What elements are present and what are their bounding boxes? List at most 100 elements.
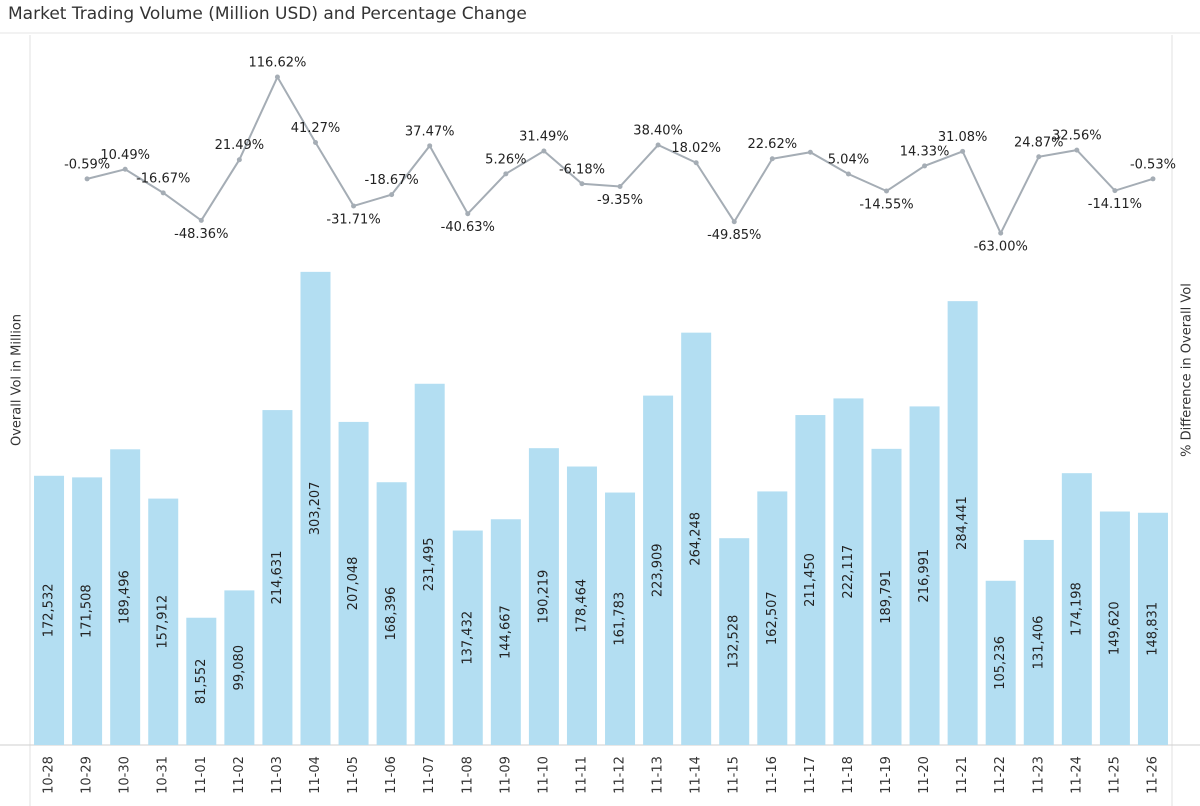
- bar-value-label: 81,552: [194, 659, 209, 705]
- bar: [757, 491, 788, 745]
- x-tick-label: 11-03: [270, 756, 285, 794]
- x-tick-label: 11-02: [232, 756, 247, 794]
- line-point: [1036, 154, 1042, 160]
- line-value-label: 21.49%: [215, 138, 265, 153]
- x-tick-label: 11-16: [765, 756, 780, 794]
- bar: [833, 398, 864, 745]
- bar: [605, 492, 636, 745]
- line-point: [427, 143, 433, 149]
- bar-value-label: 162,507: [765, 591, 780, 645]
- bar-value-label: 264,248: [689, 512, 704, 566]
- x-tick-label: 11-23: [1031, 756, 1046, 794]
- y2-axis-title: % Difference in Overall Vol: [1180, 283, 1195, 457]
- line-point: [579, 181, 585, 187]
- bar-value-label: 144,667: [498, 605, 513, 659]
- line-value-label: 41.27%: [291, 121, 341, 136]
- bar-value-label: 303,207: [308, 482, 323, 536]
- line-value-label: 32.56%: [1052, 129, 1102, 144]
- x-tick-label: 11-11: [574, 756, 589, 794]
- bar: [719, 538, 750, 745]
- line-point: [541, 148, 547, 154]
- bar-value-label: 174,198: [1069, 582, 1084, 636]
- x-tick-label: 11-22: [993, 756, 1008, 794]
- line-value-label: 22.62%: [748, 137, 798, 152]
- x-tick-label: 11-19: [879, 756, 894, 794]
- bar: [186, 617, 217, 745]
- line-value-label: -16.67%: [136, 171, 190, 186]
- bar-value-label: 216,991: [917, 549, 932, 603]
- line-point: [845, 171, 851, 177]
- x-tick-label: 11-05: [346, 756, 361, 794]
- line-point: [1074, 147, 1080, 153]
- bar-value-label: 214,631: [270, 551, 285, 605]
- x-tick-label: 11-26: [1145, 756, 1160, 794]
- line-value-label: 10.49%: [100, 148, 150, 163]
- bar-value-label: 211,450: [803, 553, 818, 607]
- bar: [262, 410, 293, 745]
- x-tick-label: 10-29: [80, 756, 95, 794]
- line-point: [160, 190, 166, 196]
- line-point: [465, 211, 471, 217]
- line-value-label: 37.47%: [405, 124, 455, 139]
- line-point: [503, 171, 509, 177]
- line-point: [313, 140, 318, 146]
- line-point: [807, 149, 813, 155]
- line-value-label: -14.55%: [859, 198, 913, 213]
- x-tick-label: 11-01: [194, 756, 209, 794]
- bar-value-label: 105,236: [993, 636, 1008, 690]
- bar-value-label: 157,912: [156, 595, 171, 649]
- line-point: [84, 176, 90, 182]
- x-tick-label: 10-28: [42, 756, 57, 794]
- x-tick-label: 10-31: [156, 756, 171, 794]
- bar: [1137, 512, 1168, 745]
- line-point: [351, 203, 357, 209]
- line-value-label: -48.36%: [174, 227, 228, 242]
- bar-value-label: 189,496: [118, 570, 133, 624]
- bar: [110, 449, 141, 745]
- bar-value-label: 189,791: [879, 570, 894, 624]
- bar-value-label: 231,495: [422, 538, 437, 592]
- line-value-label: -6.18%: [559, 162, 605, 177]
- bar: [1099, 511, 1130, 745]
- line-value-label: 24.87%: [1014, 135, 1064, 150]
- x-tick-label: 11-20: [917, 756, 932, 794]
- line-point: [1150, 176, 1156, 182]
- x-tick-label: 11-12: [613, 756, 628, 794]
- x-tick-label: 11-04: [308, 756, 323, 794]
- line-point: [236, 157, 242, 163]
- bar: [947, 301, 978, 745]
- line-point: [960, 148, 966, 154]
- line-value-label: 18.02%: [671, 141, 721, 156]
- bar-value-label: 131,406: [1031, 616, 1046, 670]
- bar: [452, 530, 483, 745]
- line-point: [884, 188, 889, 194]
- bar-value-label: 190,219: [536, 570, 551, 624]
- bar: [528, 448, 559, 745]
- line: [86, 74, 1154, 236]
- line-value-label: -18.67%: [365, 173, 419, 188]
- bar-value-label: 223,909: [651, 543, 666, 597]
- bar: [224, 590, 255, 745]
- line-point: [998, 230, 1004, 236]
- bar: [909, 406, 940, 745]
- line-point: [731, 219, 737, 225]
- x-tick-label: 11-06: [384, 756, 399, 794]
- line-value-label: -14.11%: [1088, 197, 1142, 212]
- bar-value-label: 284,441: [955, 496, 970, 550]
- bar-value-label: 168,396: [384, 587, 399, 641]
- line-value-label: 116.62%: [249, 56, 307, 71]
- line-value-label: -31.71%: [326, 212, 380, 227]
- x-tick-label: 11-15: [727, 756, 742, 794]
- x-tick-label: 10-30: [118, 756, 133, 794]
- bar: [490, 519, 521, 745]
- line-value-label: -0.59%: [64, 157, 110, 172]
- bar: [414, 383, 445, 745]
- line-value-label: 5.04%: [828, 153, 869, 168]
- bar: [72, 477, 103, 745]
- line-point: [655, 142, 661, 148]
- bar: [643, 395, 674, 745]
- x-tick-label: 11-17: [803, 756, 818, 794]
- x-tick-label: 11-14: [689, 756, 704, 794]
- line-point: [389, 192, 395, 198]
